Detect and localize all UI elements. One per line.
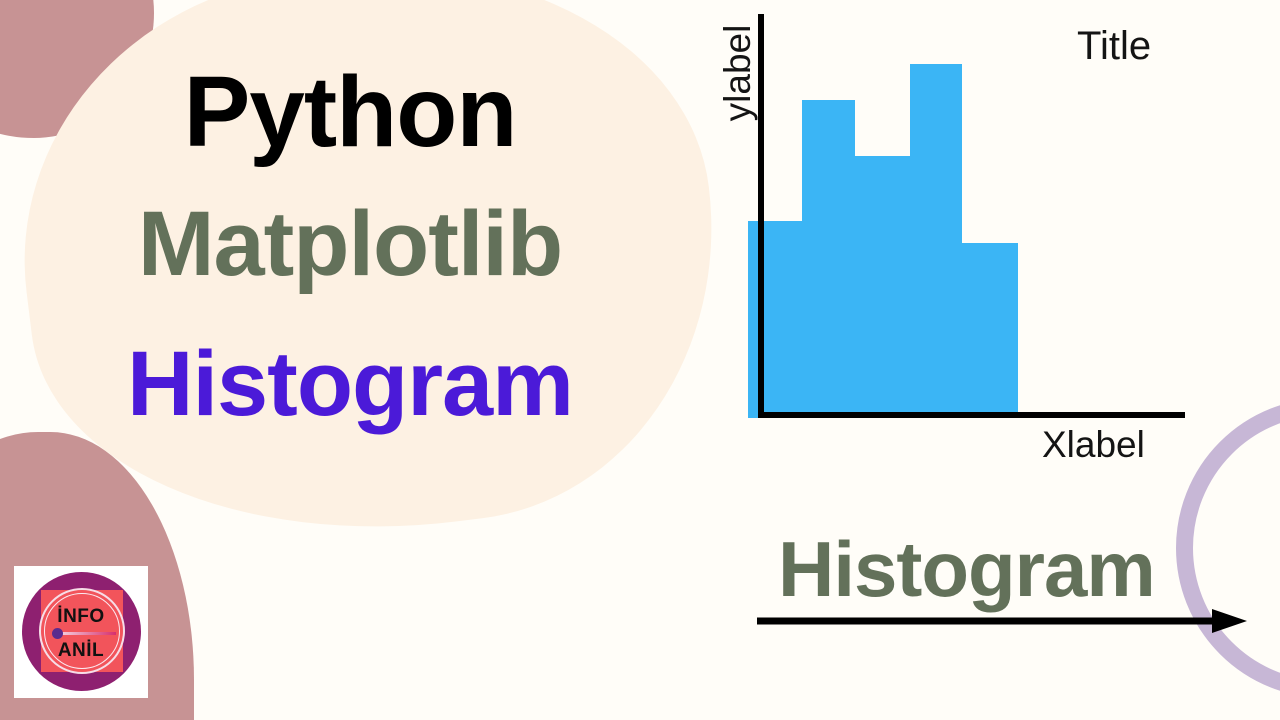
logo-ring-outer [39, 588, 125, 674]
logo-info-anil[interactable]: İNFO ANİL [14, 566, 148, 698]
histogram-chart: ylabel Title Xlabel [690, 0, 1200, 480]
headline-line-matplotlib: Matplotlib [137, 193, 563, 295]
chart-title: Title [1077, 24, 1152, 68]
logo-divider-bar [56, 632, 116, 635]
headline-line-python: Python [183, 56, 518, 168]
logo-text-anil: ANİL [57, 640, 105, 661]
arrow-right-icon [757, 608, 1247, 634]
chart-x-axis [758, 412, 1185, 418]
logo-ring-inner [44, 593, 120, 669]
headline-block: Python Matplotlib Histogram [0, 0, 700, 520]
logo-dot-icon [52, 628, 63, 639]
histogram-bar [962, 243, 1018, 418]
chart-xlabel: Xlabel [1042, 424, 1145, 465]
histogram-bar [855, 156, 910, 418]
histogram-bar [802, 100, 855, 418]
histogram-bar [748, 221, 802, 418]
histogram-bars [690, 0, 1200, 480]
histogram-bar [910, 64, 962, 418]
caption-histogram: Histogram [778, 525, 1156, 613]
headline-line-histogram: Histogram [127, 333, 574, 435]
chart-y-axis [758, 14, 764, 418]
logo-text-info: İNFO [57, 606, 105, 627]
